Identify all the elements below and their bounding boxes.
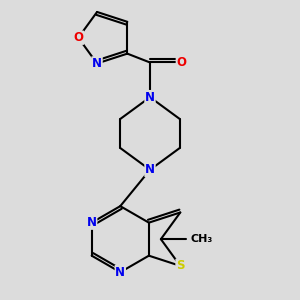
Text: N: N xyxy=(145,163,155,176)
Text: N: N xyxy=(87,216,97,229)
Text: N: N xyxy=(92,57,102,70)
Text: N: N xyxy=(115,266,125,279)
Text: S: S xyxy=(176,260,184,272)
Text: CH₃: CH₃ xyxy=(190,234,213,244)
Text: N: N xyxy=(145,91,155,104)
Text: O: O xyxy=(73,31,83,44)
Text: O: O xyxy=(176,56,186,69)
